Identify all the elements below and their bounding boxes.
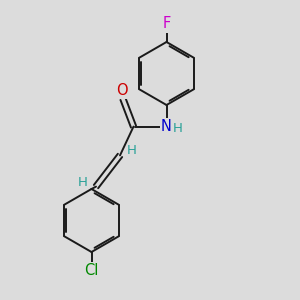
Text: H: H — [173, 122, 183, 136]
Text: F: F — [162, 16, 171, 32]
Text: O: O — [116, 83, 127, 98]
Text: H: H — [127, 144, 136, 158]
Text: N: N — [161, 119, 172, 134]
Text: Cl: Cl — [84, 263, 99, 278]
Text: H: H — [78, 176, 87, 190]
